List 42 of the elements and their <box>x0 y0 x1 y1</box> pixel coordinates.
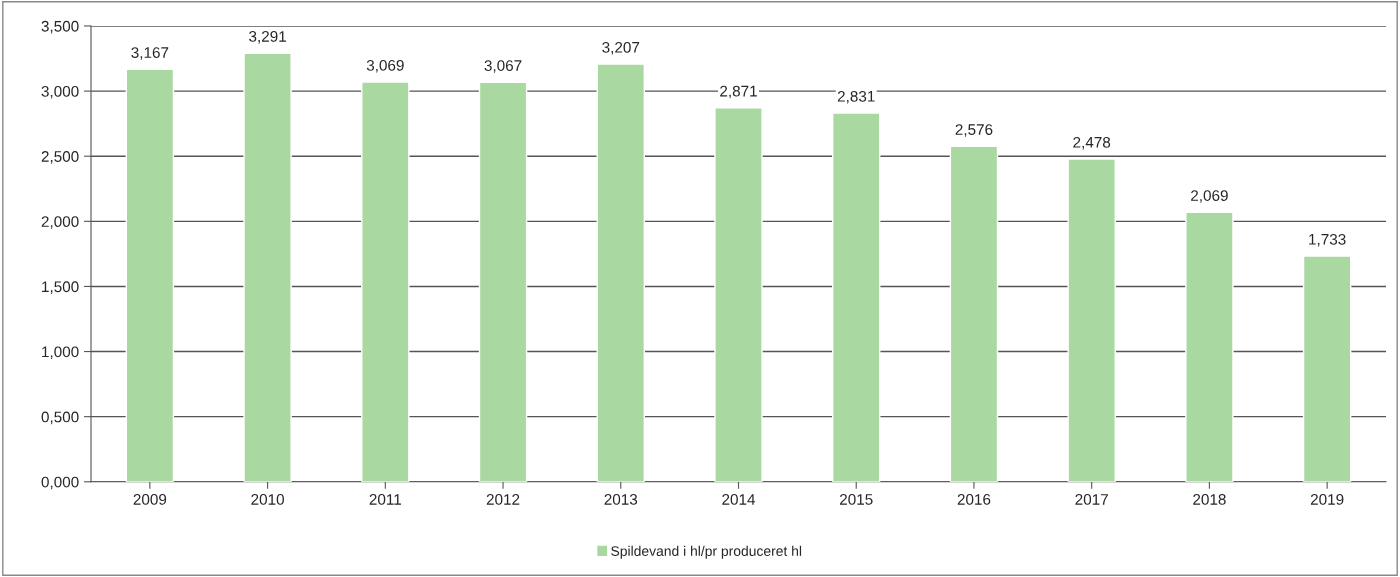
data-label: 2,871 <box>720 85 757 99</box>
x-tick-label: 2014 <box>722 494 756 505</box>
bar <box>243 52 292 482</box>
data-label: 3,069 <box>366 59 404 73</box>
x-tick-label: 2019 <box>1310 494 1344 505</box>
x-tick-label: 2013 <box>604 494 638 505</box>
y-tick-label: 1,500 <box>42 281 79 294</box>
bar <box>478 81 528 482</box>
x-tick-label: 2018 <box>1193 494 1226 505</box>
data-label: 3,207 <box>602 41 640 55</box>
data-label: 3,291 <box>249 31 286 44</box>
bar <box>1067 158 1116 482</box>
x-tick-label: 2011 <box>369 494 401 505</box>
y-tick-label: 3,000 <box>41 85 79 99</box>
y-tick-label: 0,000 <box>41 476 79 490</box>
x-tick-label: 2009 <box>133 494 167 505</box>
bar <box>949 145 999 482</box>
data-label: 1,733 <box>1309 233 1346 247</box>
y-tick-label: 2,500 <box>41 151 79 164</box>
legend-label: Spildevand i hl/pr produceret hl <box>611 545 802 559</box>
bar <box>714 107 763 482</box>
y-tick-label: 0,500 <box>41 411 79 425</box>
data-label: 3,167 <box>131 47 169 60</box>
data-label: 2,831 <box>837 90 875 104</box>
bar <box>1185 211 1234 482</box>
data-label: 2,478 <box>1073 136 1111 150</box>
y-tick-label: 2,000 <box>41 216 79 229</box>
data-label: 2,576 <box>955 124 993 137</box>
x-tick-label: 2012 <box>486 494 520 505</box>
x-tick-label: 2010 <box>251 494 284 505</box>
y-tick-label: 3,500 <box>41 20 79 34</box>
bar <box>831 112 881 482</box>
y-tick-label: 1,000 <box>42 346 79 360</box>
bar <box>361 81 410 482</box>
x-tick-label: 2017 <box>1075 494 1108 505</box>
x-tick-label: 2016 <box>957 494 991 505</box>
bar <box>1302 255 1352 482</box>
bar <box>125 68 175 482</box>
bar <box>596 63 646 482</box>
x-tick-label: 2015 <box>840 494 873 505</box>
data-label: 3,067 <box>484 60 522 73</box>
data-label: 2,069 <box>1191 190 1228 203</box>
